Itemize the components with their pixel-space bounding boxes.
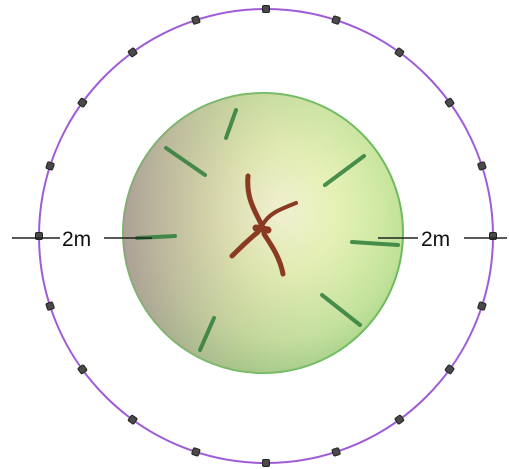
boundary-stake	[262, 5, 270, 13]
boundary-stake	[191, 15, 201, 25]
boundary-stake	[127, 414, 138, 425]
boundary-stake	[477, 161, 487, 171]
trunk-branch-lower-right	[261, 231, 286, 277]
boundary-stake	[262, 459, 270, 467]
trunk-center	[252, 224, 272, 234]
segment-line-2	[164, 146, 207, 177]
boundary-stake	[394, 414, 405, 425]
segment-line-6	[198, 316, 216, 352]
left-dimension: 2m	[12, 228, 152, 251]
boundary-stake	[444, 97, 455, 108]
segment-line-5	[320, 293, 362, 327]
boundary-stake	[331, 447, 341, 457]
segment-line-1	[224, 108, 238, 140]
boundary-stake	[444, 364, 455, 375]
tree-trunk	[229, 173, 298, 277]
boundary-stake	[77, 97, 88, 108]
tree-crown	[122, 92, 404, 374]
boundary-stake	[77, 364, 88, 375]
left-dimension-label: 2m	[62, 228, 91, 251]
trunk-branch-upper-right	[260, 201, 298, 228]
segment-line-4	[350, 240, 400, 247]
right-dimension: 2m	[378, 228, 507, 251]
boundary-stake	[45, 161, 55, 171]
boundary-stakes	[35, 5, 497, 467]
boundary-stake	[191, 447, 201, 457]
right-dimension-label: 2m	[421, 228, 450, 251]
boundary-stake	[331, 15, 341, 25]
boundary-stake	[127, 47, 138, 58]
segment-line-3	[323, 154, 366, 187]
boundary-stake	[45, 301, 55, 311]
boundary-stake	[477, 301, 487, 311]
boundary-stake	[394, 47, 405, 58]
trunk-branch-upper-left	[245, 173, 265, 229]
trunk-branch-lower-left	[229, 229, 261, 259]
